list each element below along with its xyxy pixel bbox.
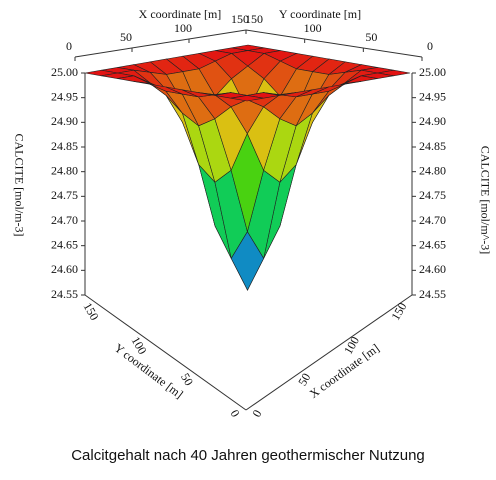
z-tick-label: 24.65 [51, 237, 78, 251]
z-tick-label: 24.90 [419, 114, 446, 128]
top-axis [74, 29, 247, 58]
floor-edge [245, 294, 413, 411]
z-tick-label: 24.80 [51, 163, 78, 177]
y-axis-title: Y coordinate [m] [279, 7, 361, 21]
z-axis-title: CALCITE [mol/m-3] [12, 134, 26, 237]
z-tick-label: 24.75 [419, 188, 446, 202]
surface-cell [230, 95, 264, 102]
z-tick-label: 24.55 [419, 287, 446, 301]
y-tick-label: 150 [81, 300, 102, 323]
top-axis [245, 29, 423, 58]
x-tick-label: 0 [249, 407, 264, 419]
y-tick-label: 100 [304, 21, 322, 35]
x-axis-title: X coordinate [m] [139, 7, 222, 21]
x-tick-label: 50 [295, 371, 313, 388]
x-tick-label: 100 [174, 21, 192, 35]
z-tick-label: 25.00 [51, 65, 78, 79]
z-tick-label: 24.55 [51, 287, 78, 301]
floor-edge [84, 294, 247, 411]
y-tick-label: 0 [427, 39, 433, 53]
surface [84, 44, 411, 291]
z-tick-label: 24.60 [51, 262, 78, 276]
y-tick-label: 50 [365, 30, 377, 44]
z-tick-label: 24.85 [419, 139, 446, 153]
y-tick-label: 150 [245, 12, 263, 26]
z-tick-label: 24.85 [51, 139, 78, 153]
z-tick-label: 24.60 [419, 262, 446, 276]
x-tick-label: 150 [388, 300, 409, 323]
z-tick-label: 25.00 [419, 65, 446, 79]
x-tick-label: 0 [66, 39, 72, 53]
z-tick-label: 24.80 [419, 163, 446, 177]
x-tick-label: 150 [231, 12, 249, 26]
z-axis-title: CALCITE [mol/m^-3] [478, 146, 492, 255]
y-tick-label: 0 [228, 407, 243, 419]
z-tick-label: 24.95 [51, 89, 78, 103]
z-tick-label: 24.70 [419, 213, 446, 227]
z-tick-label: 24.70 [51, 213, 78, 227]
z-tick-label: 24.90 [51, 114, 78, 128]
x-tick-label: 50 [120, 30, 132, 44]
z-tick-label: 24.95 [419, 89, 446, 103]
z-tick-label: 24.75 [51, 188, 78, 202]
z-tick-label: 24.65 [419, 237, 446, 251]
chart-title: Calcitgehalt nach 40 Jahren geothermisch… [71, 447, 425, 464]
